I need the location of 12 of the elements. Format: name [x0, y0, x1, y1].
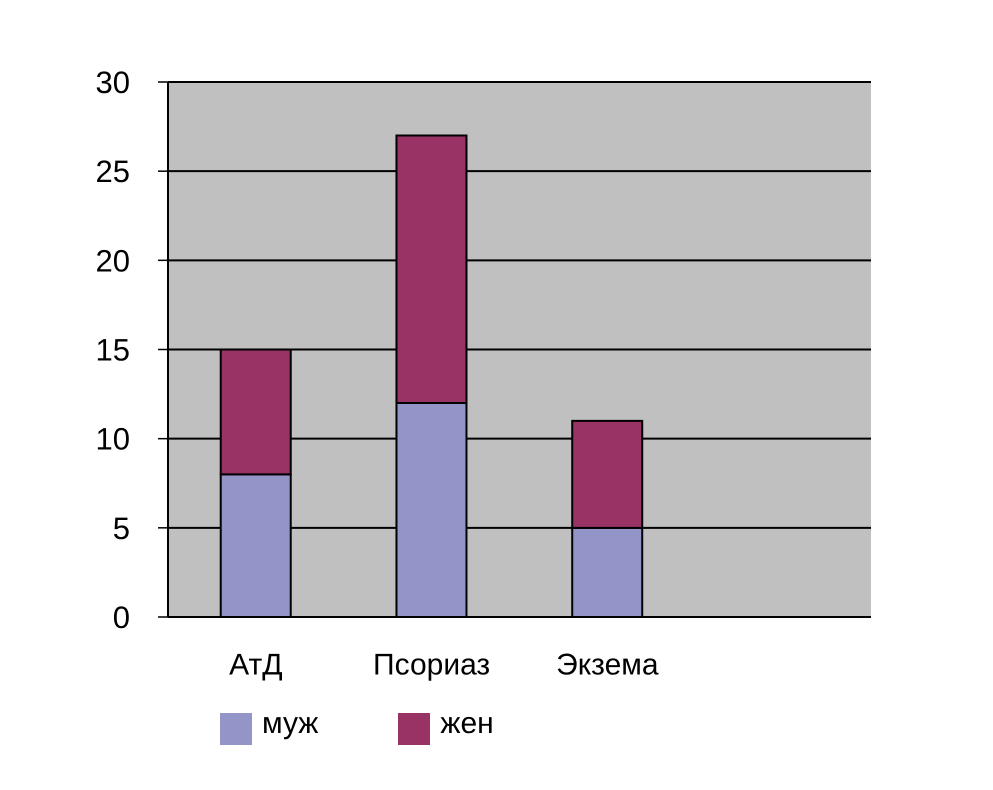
y-tick-label: 15: [96, 332, 130, 368]
y-tick-label: 20: [96, 243, 130, 278]
legend-label: муж: [262, 707, 318, 740]
y-tick-label: 30: [96, 65, 130, 100]
x-tick-label: Псориаз: [373, 648, 490, 682]
x-tick-label: АтД: [229, 648, 283, 682]
legend-label: жен: [440, 707, 494, 740]
x-tick-label: Экзема: [556, 648, 659, 682]
y-tick-label: 5: [112, 510, 130, 546]
y-tick-label: 10: [96, 422, 130, 457]
y-tick-label: 25: [96, 154, 130, 190]
y-tick-label: 0: [112, 600, 130, 636]
